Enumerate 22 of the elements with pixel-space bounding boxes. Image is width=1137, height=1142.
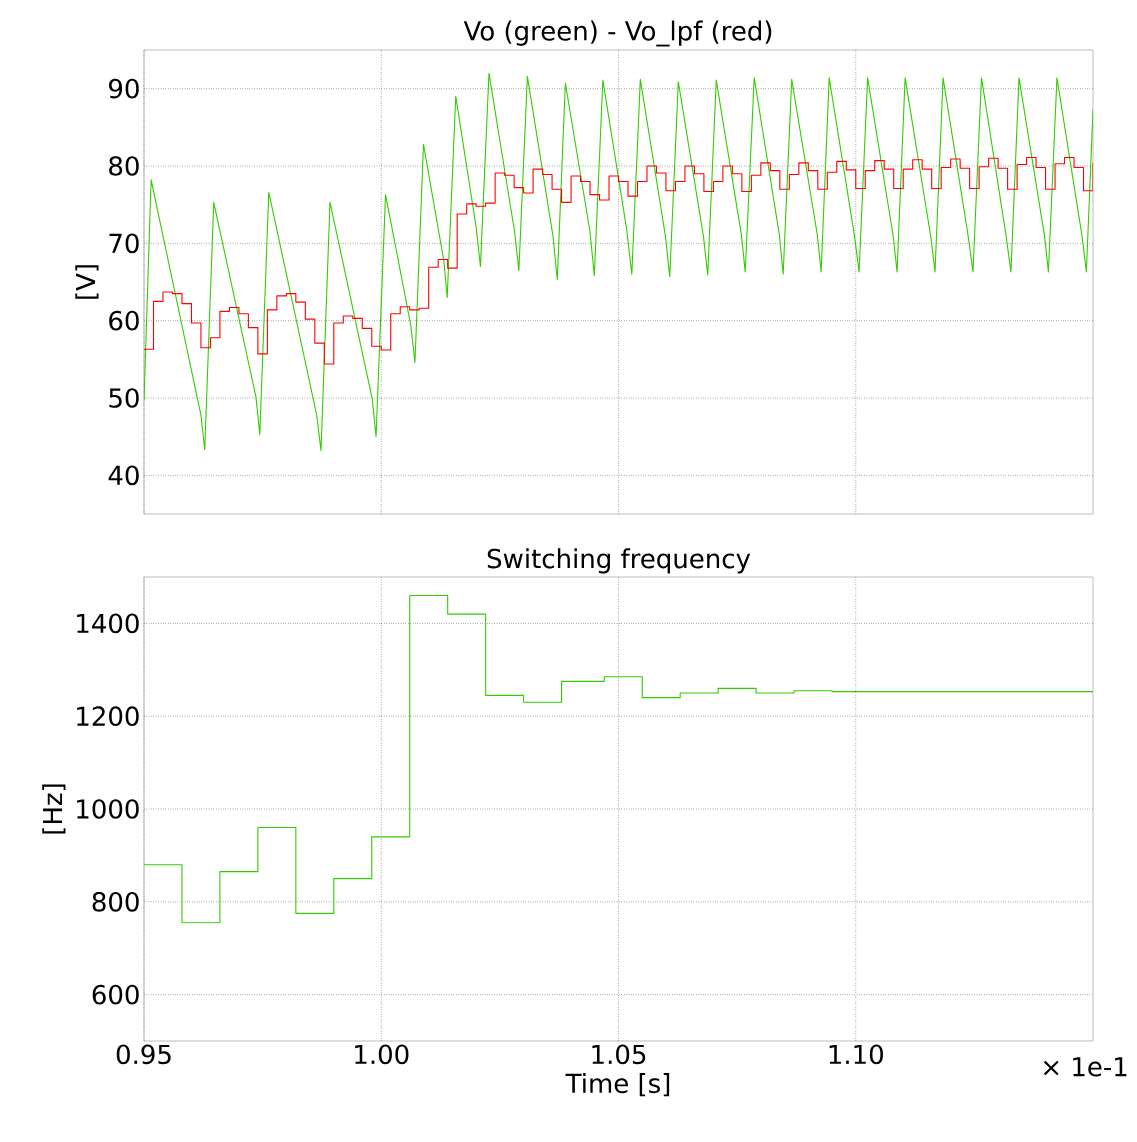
y-tick-label: 1400 <box>77 613 139 634</box>
x-axis-title: Time [s] <box>565 1073 670 1097</box>
chart-title: Switching frequency <box>487 548 751 574</box>
x-tick-label: 0.95 <box>116 1044 171 1065</box>
x-tick-label: 1.00 <box>355 1044 409 1065</box>
y-tick-label: 80 <box>109 156 139 176</box>
text: × 1e-1 <box>1043 1057 1127 1077</box>
y-axis-title: [Hz] <box>42 784 66 834</box>
y-tick-label: 90 <box>109 78 139 99</box>
x-tick-label: 1.10 <box>829 1044 883 1065</box>
y-tick-label: 1200 <box>77 706 139 727</box>
y-tick-label: 1000 <box>77 799 139 819</box>
y-tick-label: 600 <box>92 984 139 1005</box>
y-axis-title: [V] <box>75 265 99 299</box>
y-tick-label: 70 <box>109 233 139 254</box>
x-tick-label: 1.05 <box>592 1044 646 1065</box>
y-tick-label: 50 <box>109 388 139 408</box>
line-series <box>144 72 1094 452</box>
y-tick-label: 60 <box>109 310 139 331</box>
chart-title: Vo (green) - Vo_lpf (red) <box>463 20 772 47</box>
y-tick-label: 800 <box>92 891 139 912</box>
y-tick-label: 40 <box>108 465 139 486</box>
